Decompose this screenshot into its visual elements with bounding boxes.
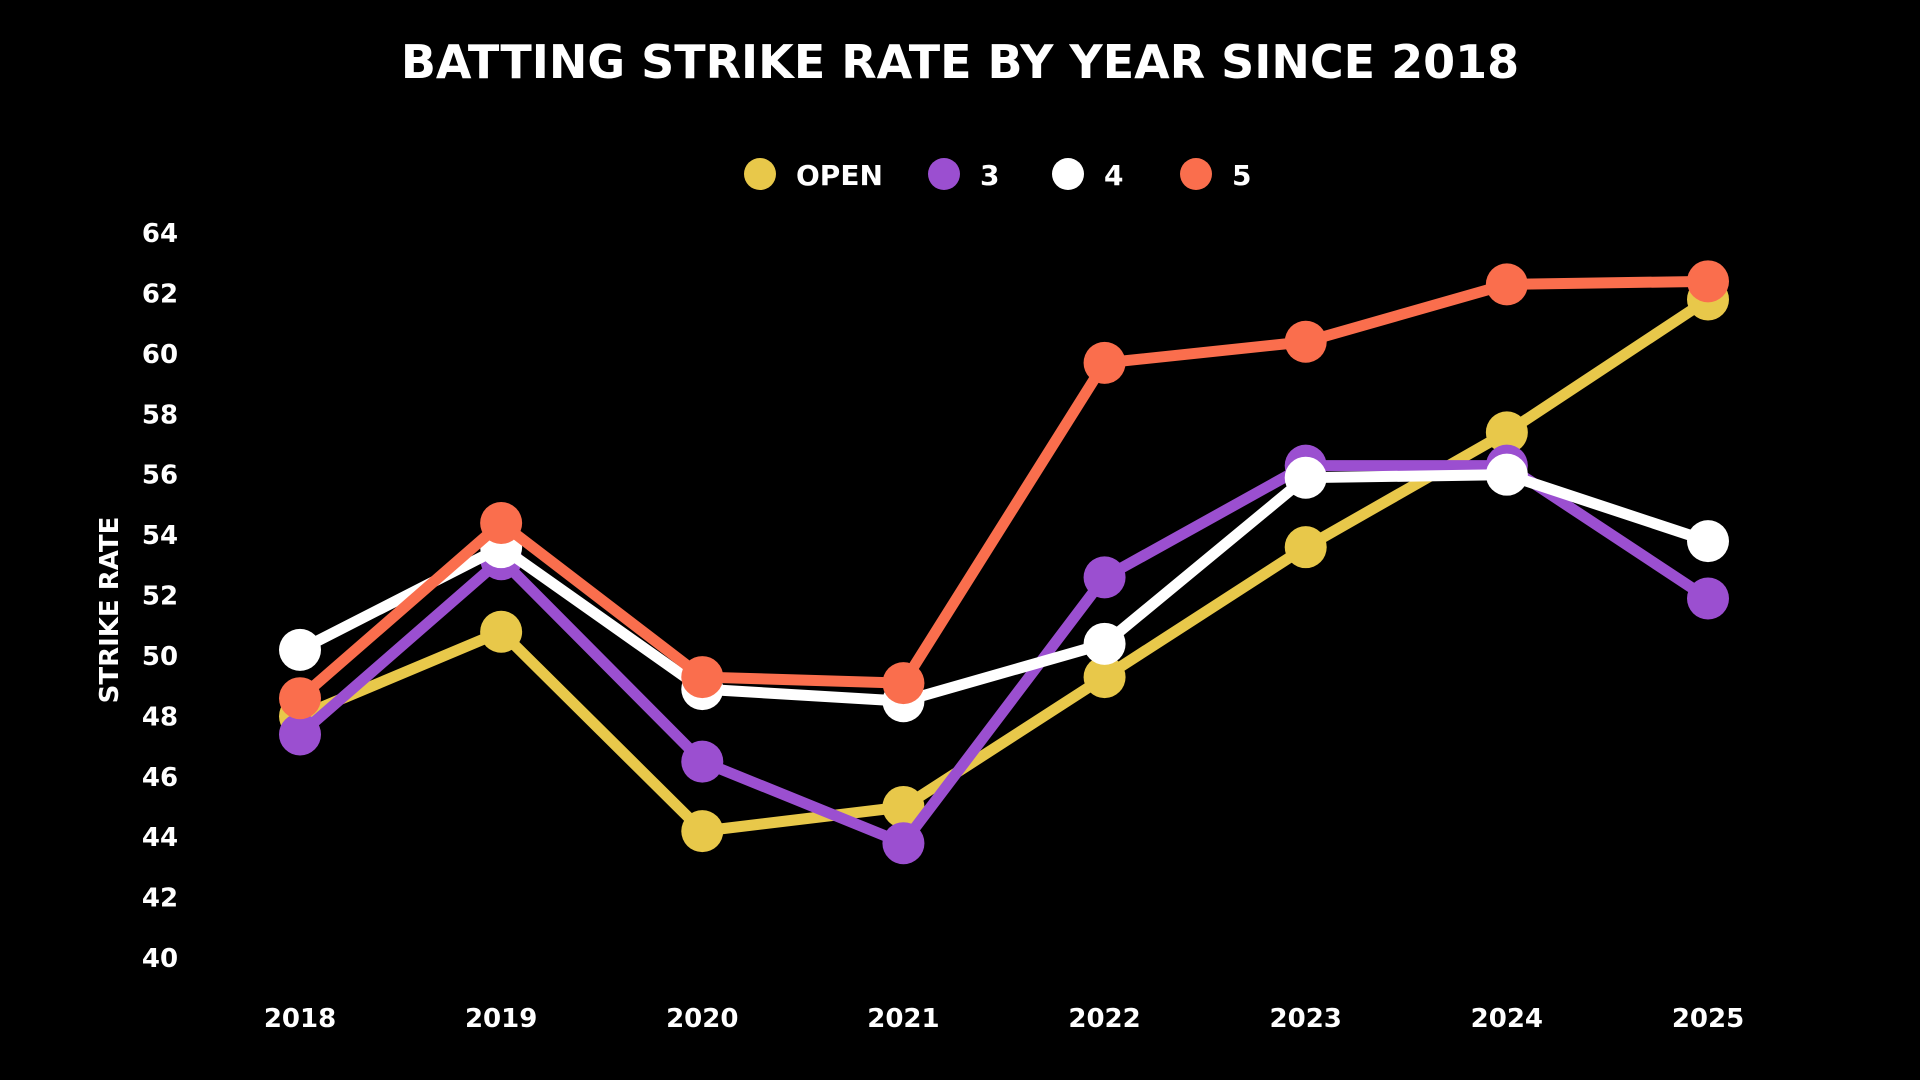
y-tick-label: 60 <box>142 340 178 370</box>
data-point <box>882 785 925 828</box>
y-tick-label: 48 <box>142 702 178 732</box>
y-tick-label: 64 <box>142 219 178 249</box>
data-point <box>1284 320 1327 363</box>
series-line <box>294 293 1714 837</box>
data-point <box>681 656 724 699</box>
series-5 <box>279 260 1729 720</box>
data-point <box>279 628 321 671</box>
series-line <box>294 275 1714 704</box>
data-point <box>1485 263 1528 306</box>
data-point <box>681 740 724 783</box>
chart-title: BATTING STRIKE RATE BY YEAR SINCE 2018 <box>401 35 1519 89</box>
x-tick-label: 2022 <box>1068 1004 1140 1034</box>
series-4 <box>279 453 1729 723</box>
data-point <box>681 810 724 853</box>
legend: OPEN 3 4 5 <box>744 158 1251 192</box>
series-layer <box>279 260 1729 865</box>
data-point <box>480 502 523 544</box>
data-point <box>1687 520 1729 563</box>
y-tick-label: 58 <box>142 400 178 430</box>
legend-marker <box>744 158 776 190</box>
series-line <box>294 469 1714 707</box>
data-point <box>1687 260 1729 303</box>
y-tick-label: 40 <box>142 944 178 974</box>
data-point <box>480 610 523 653</box>
x-tick-label: 2018 <box>264 1004 336 1034</box>
legend-label: 4 <box>1104 159 1123 192</box>
y-tick-label: 54 <box>142 521 178 551</box>
legend-marker <box>928 158 960 190</box>
data-point <box>882 662 925 705</box>
y-tick-label: 56 <box>142 461 178 491</box>
y-tick-label: 46 <box>142 763 178 793</box>
legend-label: 5 <box>1232 159 1251 192</box>
x-tick-label: 2024 <box>1471 1004 1543 1034</box>
data-point <box>1284 526 1327 569</box>
series-line <box>294 460 1714 849</box>
data-point <box>1284 456 1327 499</box>
y-tick-label: 44 <box>142 823 178 853</box>
data-point <box>1083 341 1126 384</box>
legend-marker <box>1052 158 1084 190</box>
data-point <box>1687 577 1729 620</box>
y-tick-label: 52 <box>142 582 178 612</box>
x-axis-ticks: 2018 2019 2020 2021 2022 2023 2024 2025 <box>264 1004 1744 1034</box>
legend-label: OPEN <box>796 159 883 192</box>
y-tick-label: 42 <box>142 884 178 914</box>
x-tick-label: 2019 <box>465 1004 537 1034</box>
data-point <box>1083 622 1126 665</box>
legend-marker <box>1180 158 1212 190</box>
legend-label: 3 <box>980 159 999 192</box>
data-point <box>1485 411 1528 454</box>
x-tick-label: 2023 <box>1270 1004 1342 1034</box>
data-point <box>279 677 321 720</box>
y-tick-label: 50 <box>142 642 178 672</box>
data-point <box>1485 453 1528 496</box>
y-axis-ticks: 40 42 44 46 48 50 52 54 56 58 60 62 64 <box>142 219 178 974</box>
data-point <box>1083 656 1126 699</box>
x-tick-label: 2025 <box>1672 1004 1744 1034</box>
y-axis-label: STRIKE RATE <box>95 517 125 704</box>
x-tick-label: 2021 <box>867 1004 939 1034</box>
y-tick-label: 62 <box>142 279 178 309</box>
data-point <box>882 822 925 865</box>
x-tick-label: 2020 <box>666 1004 738 1034</box>
data-point <box>279 713 321 756</box>
data-point <box>1083 556 1126 599</box>
